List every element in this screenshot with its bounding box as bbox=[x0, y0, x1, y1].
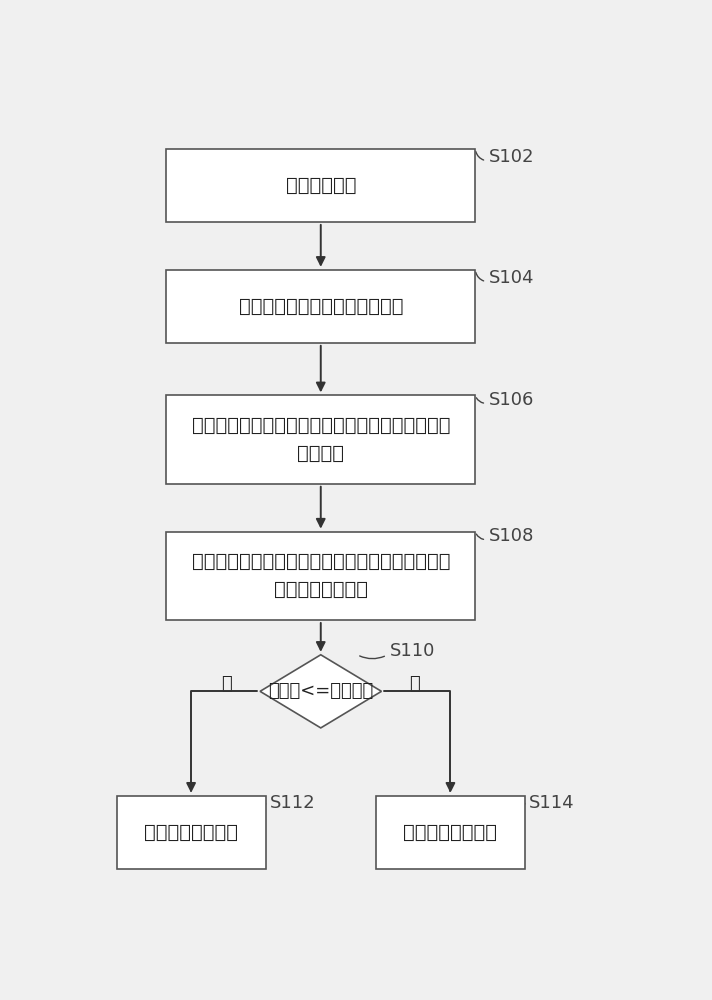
Text: 获取该访问请求对应的标识信息: 获取该访问请求对应的标识信息 bbox=[239, 297, 403, 316]
Text: 接收访问请求: 接收访问请求 bbox=[286, 176, 356, 195]
Text: S102: S102 bbox=[489, 148, 535, 166]
Text: 确定该哈希值在哈希整数值域范围的比例，得到哈
希值对应的比例值: 确定该哈希值在哈希整数值域范围的比例，得到哈 希值对应的比例值 bbox=[192, 552, 450, 599]
Text: S112: S112 bbox=[270, 794, 315, 812]
Text: 使用具备均匀散列特性的哈希方法确定该标识信息
的哈希值: 使用具备均匀散列特性的哈希方法确定该标识信息 的哈希值 bbox=[192, 416, 450, 463]
Text: S106: S106 bbox=[489, 391, 535, 409]
Text: S110: S110 bbox=[389, 642, 435, 660]
Text: 否: 否 bbox=[409, 675, 420, 693]
FancyBboxPatch shape bbox=[376, 796, 525, 869]
Text: 拒绝上述访问请求: 拒绝上述访问请求 bbox=[404, 823, 498, 842]
Polygon shape bbox=[260, 655, 382, 728]
Text: 接受上述访问请求: 接受上述访问请求 bbox=[144, 823, 238, 842]
FancyBboxPatch shape bbox=[166, 149, 476, 222]
Text: S104: S104 bbox=[489, 269, 535, 287]
FancyBboxPatch shape bbox=[117, 796, 266, 869]
FancyBboxPatch shape bbox=[166, 270, 476, 343]
FancyBboxPatch shape bbox=[166, 532, 476, 620]
FancyBboxPatch shape bbox=[166, 395, 476, 484]
Text: S114: S114 bbox=[529, 794, 575, 812]
Text: S108: S108 bbox=[489, 527, 535, 545]
Text: 比例值<=采样率？: 比例值<=采样率？ bbox=[268, 682, 373, 700]
Text: 是: 是 bbox=[221, 675, 232, 693]
